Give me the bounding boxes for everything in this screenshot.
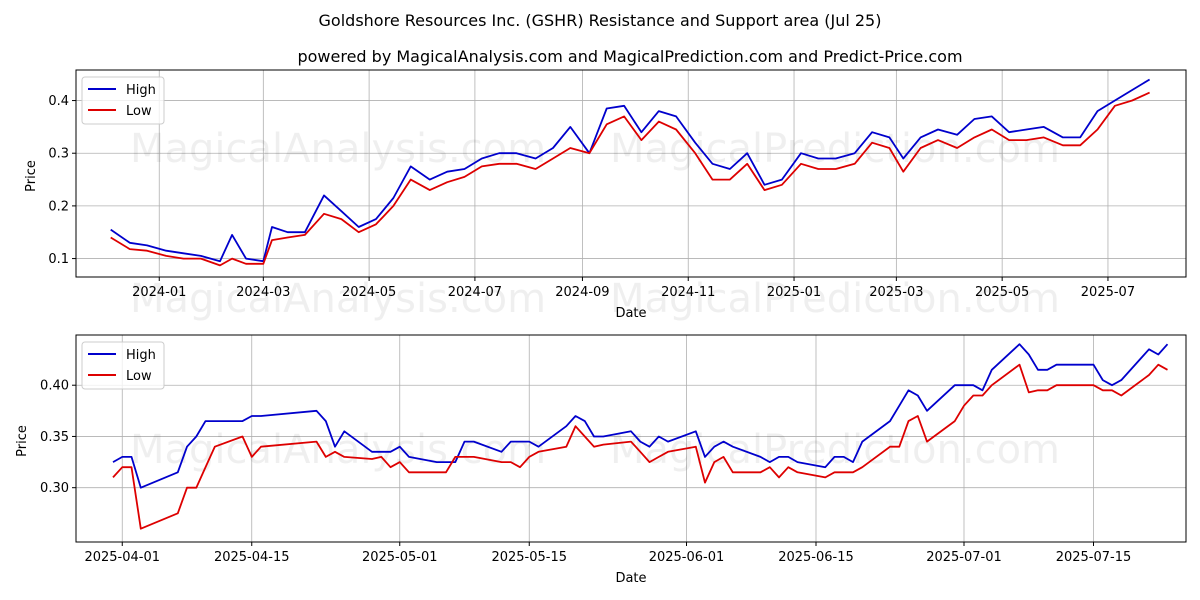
xlabel-full-history: Date bbox=[615, 306, 646, 321]
grid-recent bbox=[76, 335, 1186, 542]
x-tick-label: 2024-01 bbox=[132, 285, 186, 300]
x-tick-label: 2024-09 bbox=[555, 285, 609, 300]
y-tick-label: 0.30 bbox=[40, 481, 69, 496]
series-line-high-full-history bbox=[110, 78, 1151, 263]
x-tick-label: 2024-05 bbox=[342, 285, 396, 300]
watermark-analysis-1: MagicalAnalysis.com bbox=[130, 126, 546, 172]
ylabel-full-history: Price bbox=[24, 160, 39, 192]
chart-subtitle: powered by MagicalAnalysis.com and Magic… bbox=[297, 47, 962, 66]
x-tick-label: 2025-05-15 bbox=[491, 550, 567, 565]
y-tick-label: 0.2 bbox=[48, 199, 69, 214]
x-tick-label: 2025-01 bbox=[767, 285, 821, 300]
series-line-low-full-history bbox=[110, 91, 1150, 267]
ylabel-recent: Price bbox=[15, 425, 30, 457]
x-tick-label: 2025-03 bbox=[869, 285, 923, 300]
y-tick-label: 0.35 bbox=[40, 430, 69, 445]
xlabel-recent: Date bbox=[615, 571, 646, 586]
watermark-analysis-2: MagicalAnalysis.com bbox=[130, 276, 546, 322]
y-tick-label: 0.3 bbox=[48, 147, 69, 162]
x-tick-label: 2025-07-15 bbox=[1056, 550, 1132, 565]
y-tick-label: 0.40 bbox=[40, 379, 69, 394]
grid-full-history bbox=[76, 70, 1186, 277]
chart-title: Goldshore Resources Inc. (GSHR) Resistan… bbox=[319, 11, 882, 30]
series-line-low-recent bbox=[112, 363, 1168, 530]
x-tick-label: 2025-07-01 bbox=[926, 550, 1002, 565]
axes-frame-full-history bbox=[75, 69, 1187, 278]
legend-recent: High Low bbox=[81, 341, 165, 390]
x-tick-label: 2025-05-01 bbox=[362, 550, 438, 565]
series-line-high-recent bbox=[112, 343, 1169, 489]
series-group-recent bbox=[112, 343, 1169, 530]
legend-label-high-recent: High bbox=[126, 348, 156, 363]
x-tick-label: 2025-05 bbox=[975, 285, 1029, 300]
watermark-analysis-3: MagicalAnalysis.com bbox=[130, 427, 546, 473]
x-tick-label: 2025-07 bbox=[1081, 285, 1135, 300]
x-tick-label: 2024-07 bbox=[448, 285, 502, 300]
watermark-group-1: MagicalAnalysis.com MagicalPrediction.co… bbox=[130, 126, 1060, 322]
watermark-group-2: MagicalAnalysis.com MagicalPrediction.co… bbox=[130, 427, 1060, 473]
y-tick-label: 0.4 bbox=[48, 94, 69, 109]
x-tick-label: 2025-04-15 bbox=[214, 550, 290, 565]
watermark-prediction-1: MagicalPrediction.com bbox=[610, 126, 1060, 172]
x-tick-label: 2025-06-15 bbox=[778, 550, 854, 565]
series-group-full-history bbox=[110, 78, 1151, 267]
legend-label-low: Low bbox=[126, 104, 152, 119]
legend-label-high: High bbox=[126, 83, 156, 98]
x-tick-label: 2025-06-01 bbox=[649, 550, 725, 565]
x-tick-label: 2024-11 bbox=[661, 285, 715, 300]
ticks-recent: 2025-04-01 2025-04-15 2025-05-01 2025-05-15… bbox=[40, 379, 1131, 565]
watermark-prediction-2: MagicalPrediction.com bbox=[610, 276, 1060, 322]
ticks-full-history: 2024-01 2024-03 2024-05 2024-07 2024-09 2024-… bbox=[48, 94, 1135, 300]
y-tick-label: 0.1 bbox=[48, 252, 69, 267]
legend-label-low-recent: Low bbox=[126, 369, 152, 384]
panel-full-history: MagicalAnalysis.com MagicalPrediction.co… bbox=[24, 69, 1187, 322]
legend-full-history: High Low bbox=[81, 76, 165, 125]
x-tick-label: 2024-03 bbox=[236, 285, 290, 300]
axes-frame-recent bbox=[75, 334, 1187, 543]
panel-recent: MagicalAnalysis.com MagicalPrediction.co… bbox=[15, 334, 1187, 586]
x-tick-label: 2025-04-01 bbox=[84, 550, 160, 565]
